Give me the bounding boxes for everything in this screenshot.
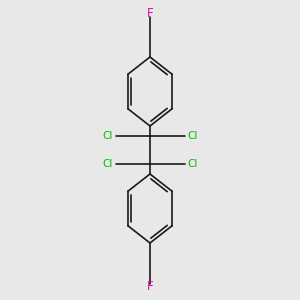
Text: Cl: Cl xyxy=(188,130,198,141)
Text: Cl: Cl xyxy=(102,130,112,141)
Text: F: F xyxy=(147,7,153,20)
Text: Cl: Cl xyxy=(188,159,198,170)
Text: F: F xyxy=(147,280,153,293)
Text: Cl: Cl xyxy=(102,159,112,170)
